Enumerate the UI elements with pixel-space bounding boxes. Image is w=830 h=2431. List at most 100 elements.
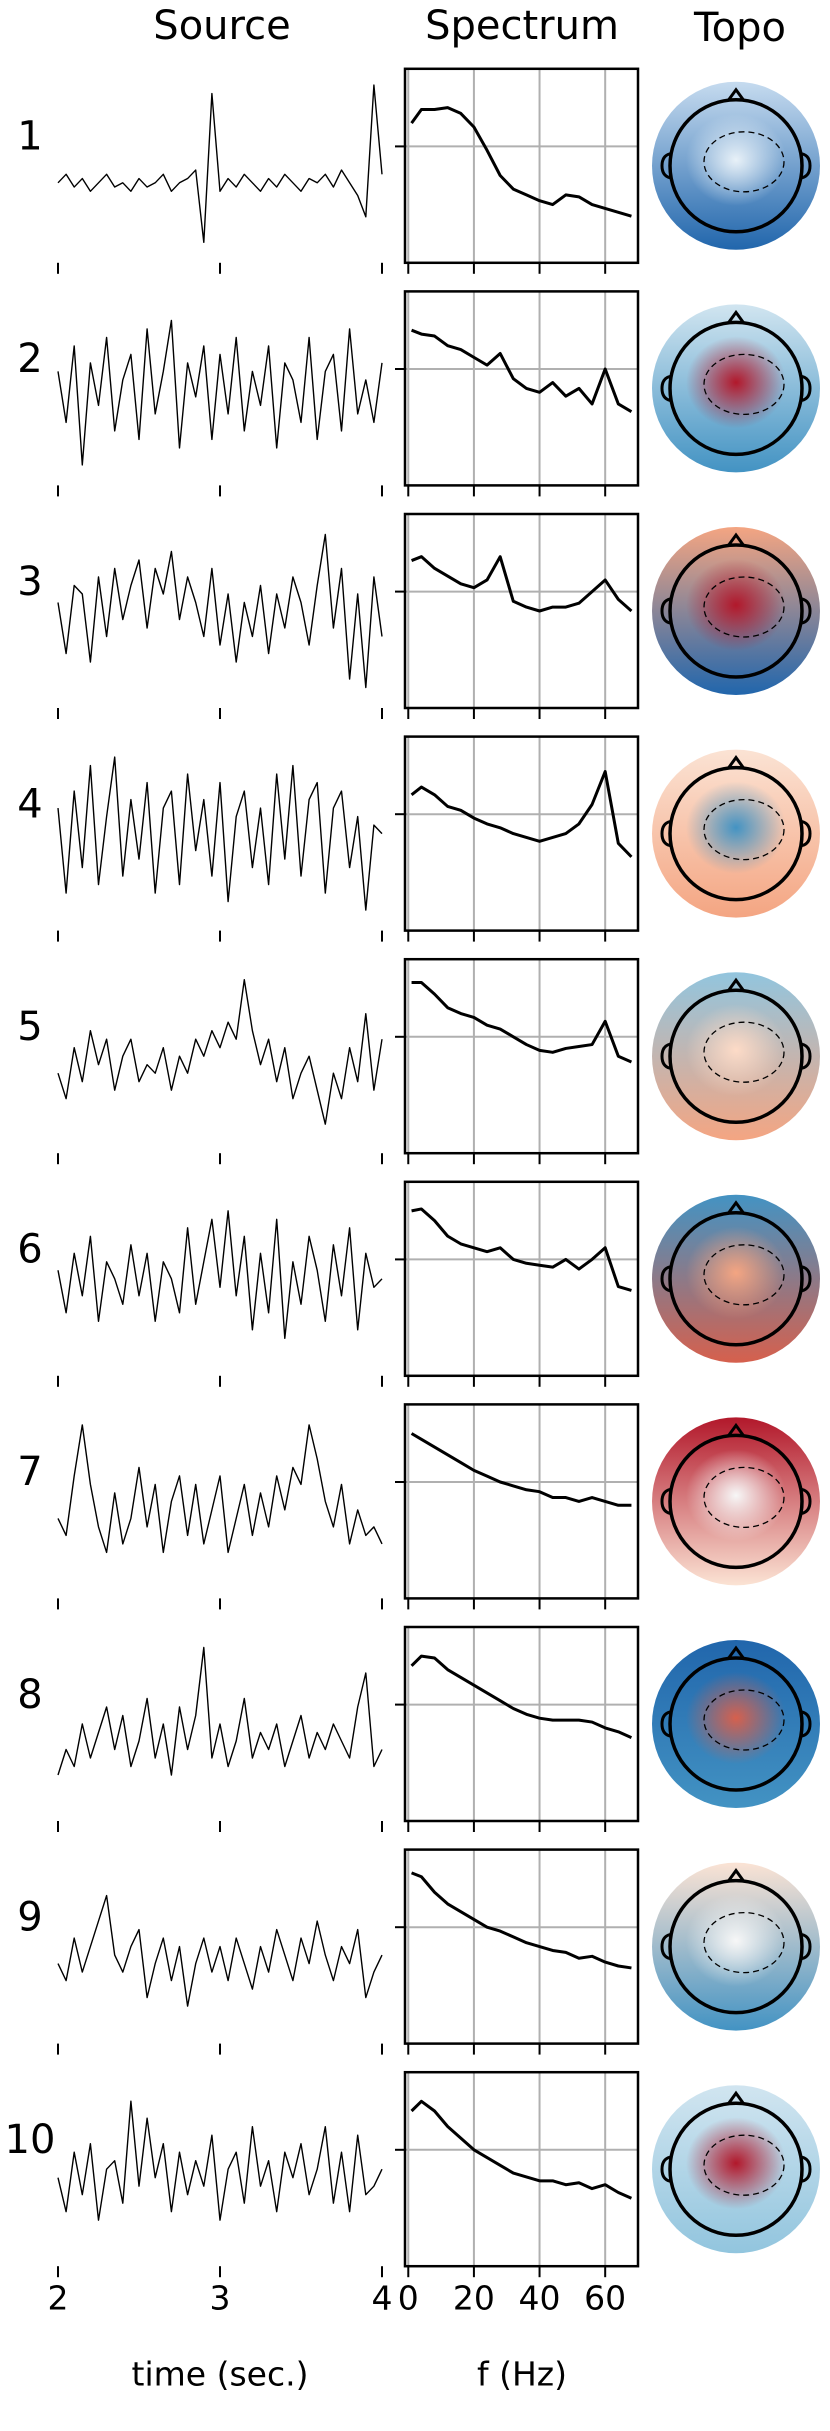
plot-frame [403,957,640,1155]
row-label: 4 [17,781,42,827]
topomap-blob [686,113,786,206]
x-tick-label: 0 [398,2279,419,2318]
trace [410,770,633,858]
ear [801,820,812,848]
trace [410,2099,633,2200]
trace [57,1646,383,1776]
trace [57,1894,383,2007]
x-tick-label: 40 [519,2279,561,2318]
contour [703,1021,785,1083]
x-axis-label: time (sec.) [132,2355,309,2394]
topomap-blob [686,1449,786,1542]
trace [411,980,633,1064]
row-label: 8 [17,1672,42,1718]
nose [726,1200,746,1215]
head-outline [668,1878,804,2015]
row-label: 9 [17,1894,42,1940]
ear [660,1042,671,1070]
row-label: 7 [17,1449,42,1495]
ear [660,374,671,402]
plot-frame [403,67,640,265]
head-outline [668,2101,804,2237]
ear [801,152,812,180]
row-label: 6 [17,1227,42,1273]
trace [57,756,383,911]
head-outline [668,1433,804,1570]
row-label: 10 [5,2117,56,2163]
contour [703,1689,785,1751]
contour [703,1911,785,1974]
nose [726,87,746,102]
ear [801,1933,812,1961]
column-title: Spectrum [425,3,619,49]
ear [801,597,812,625]
trace [410,106,632,218]
row-label: 5 [17,1004,42,1050]
ear [801,1710,812,1738]
trace [410,1432,632,1507]
ear [801,1042,812,1070]
x-tick-label: 3 [210,2279,231,2318]
ear [660,1487,671,1515]
trace [410,1654,633,1739]
trace [57,533,383,689]
nose [726,1868,746,1883]
nose [726,1645,746,1660]
head-outline [668,765,804,902]
nose [726,977,746,993]
plot-frame [403,735,640,932]
contour [703,131,785,193]
x-tick-label: 2 [48,2279,69,2318]
ear [660,1933,671,1961]
nose [726,309,746,325]
contour [703,1244,785,1306]
head-outline [668,98,804,234]
topomap-blob [686,781,786,874]
plot-frame [403,512,640,710]
ear [801,2155,812,2183]
ear [660,1265,671,1293]
trace [411,1871,632,1970]
head-outline [668,1211,804,1347]
head-outline [668,320,804,457]
contour [703,798,785,861]
topomap-blob [686,1672,786,1764]
contour [703,353,785,416]
plot-frame [403,290,640,487]
trace [411,555,633,613]
plot-frame [403,1625,640,1823]
ear [660,820,671,848]
trace [57,1210,383,1339]
row-label: 3 [17,559,42,605]
trace [411,328,633,413]
ear [801,1487,812,1515]
topomap-blob [686,559,786,651]
ear [660,2155,671,2183]
contour [703,2134,785,2196]
topomap-blob [686,1004,786,1097]
plot-frame [403,1403,640,1600]
x-tick-label: 4 [372,2279,393,2318]
head-outline [668,1656,804,1792]
trace [411,1207,632,1292]
trace [57,319,383,466]
ear [660,1710,671,1738]
row-label: 1 [17,114,42,160]
x-axis-label: f (Hz) [477,2355,567,2394]
topomap-blob [686,1894,786,1987]
ear [660,597,671,625]
trace [57,2100,383,2221]
row-label: 2 [17,336,42,382]
topomap-blob [686,1226,786,1319]
column-title: Source [153,3,290,49]
ear [801,1265,812,1293]
column-title: Topo [693,5,786,51]
topomap-blob [686,2117,786,2210]
head-outline [668,543,804,679]
topomap-blob [686,336,786,429]
trace [57,979,383,1125]
x-tick-label: 60 [584,2279,626,2318]
nose [726,532,746,547]
plot-frame [403,1180,640,1378]
